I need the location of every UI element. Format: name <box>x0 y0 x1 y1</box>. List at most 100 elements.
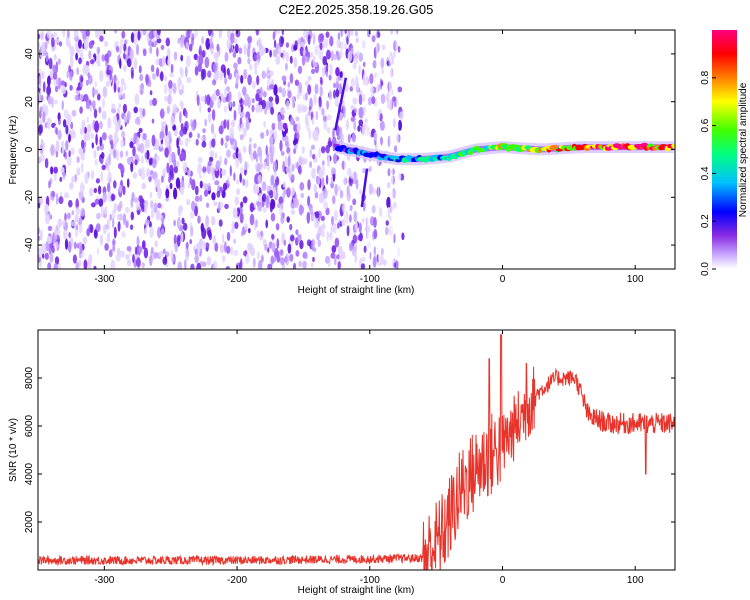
spectrogram-cell <box>147 79 152 88</box>
spectrogram-cell <box>99 70 104 82</box>
spectrogram-cell <box>38 57 41 68</box>
spectrogram-cell <box>358 119 364 127</box>
spectrogram-cell <box>243 68 248 80</box>
spectrogram-cell <box>87 123 92 133</box>
spectrogram-cell <box>234 221 239 229</box>
spectrogram-cell <box>324 255 330 264</box>
spectrogram-cell <box>151 72 157 80</box>
spectrogram-cell <box>79 246 83 255</box>
spectrogram-cell <box>273 84 278 96</box>
spectrogram-cell <box>347 30 351 40</box>
spectrogram-cell <box>59 176 63 182</box>
spectrogram-cell <box>144 138 149 149</box>
spectrogram-cell <box>148 40 153 47</box>
spectrogram-cell <box>189 239 193 245</box>
spectrogram-cell <box>328 137 332 149</box>
spectrogram-cell <box>334 257 337 266</box>
x-tick-label: -300 <box>94 274 114 285</box>
spectrogram-cell <box>170 151 176 164</box>
spectrogram-cell <box>209 150 214 158</box>
spectrogram-cell <box>273 256 277 263</box>
spectrogram-cell <box>243 161 249 171</box>
spectrogram-cell <box>358 94 363 106</box>
spectrogram-cell <box>344 30 347 35</box>
spectrogram-cell <box>305 92 308 101</box>
spectrogram-cell <box>108 153 111 166</box>
spectrogram-cell <box>57 218 62 228</box>
spectrogram-cell <box>333 82 336 89</box>
spectrogram-cell <box>142 108 146 118</box>
spectrogram-cell <box>258 192 262 203</box>
spectrogram-cell <box>46 122 51 130</box>
spectrogram-cell <box>136 257 141 268</box>
spectrogram-cell <box>239 155 243 164</box>
spectrogram-cell <box>162 55 166 66</box>
spectrogram-cell <box>224 203 229 209</box>
spectrogram-cell <box>133 30 138 37</box>
spectrogram-cell <box>249 213 255 226</box>
spectrogram-cell <box>196 94 200 107</box>
spectrogram-cell <box>222 233 225 244</box>
spectrogram-cell <box>180 54 184 62</box>
snr-y-label: SNR (10 * v/v) <box>8 418 19 482</box>
spectrogram-cell <box>285 51 289 62</box>
spectrogram-cell <box>197 133 200 139</box>
spectrogram-cell <box>65 35 70 47</box>
spectrogram-cell <box>362 94 366 103</box>
spectrogram-cell <box>105 81 110 87</box>
spectrogram-cell <box>185 110 188 119</box>
spectrogram-cell <box>168 144 172 156</box>
spectrogram-cell <box>95 223 101 233</box>
spectrogram-cell <box>280 202 284 210</box>
spectrogram-cell <box>75 52 78 61</box>
spectrogram-cell <box>54 85 59 93</box>
spectrogram-cell <box>289 253 294 262</box>
spectrogram-cell <box>40 153 45 162</box>
spectrogram-cell <box>155 209 161 221</box>
spectrogram-cell <box>226 68 230 76</box>
spectrogram-cell <box>139 142 145 154</box>
spectrogram-cell <box>132 146 136 157</box>
spectrogram-cell <box>161 175 164 183</box>
spectrogram-cell <box>294 79 300 86</box>
spectrogram-cell <box>314 45 319 56</box>
colorbar-tick-label: 0.2 <box>700 214 711 228</box>
spectrogram-cell <box>149 46 153 54</box>
spectrogram-cell <box>297 43 301 50</box>
spectrogram-cell <box>118 163 123 170</box>
spectrogram-cell <box>245 253 250 264</box>
spectrogram-cell <box>224 142 228 149</box>
spectrogram-cell <box>323 201 328 210</box>
spectrogram-cell <box>113 149 117 159</box>
spectrogram-cell <box>169 182 173 190</box>
spectrogram-cell <box>223 105 228 113</box>
spectrogram-cell <box>79 182 85 193</box>
spectrogram-cell <box>239 134 244 141</box>
spectrogram-cell <box>55 241 59 250</box>
spectrogram-cell <box>121 231 126 238</box>
spectrogram-cell <box>61 219 66 227</box>
spectrogram-cell <box>280 52 284 58</box>
spectrogram-cell <box>170 115 175 126</box>
spectrogram-cell <box>80 30 85 34</box>
spectrogram-cell <box>76 156 80 164</box>
spectrogram-cell <box>84 126 87 134</box>
spectrogram-cell <box>172 103 178 115</box>
spectrogram-cell <box>326 157 330 168</box>
spectrogram-cell <box>120 78 125 86</box>
spectrogram-cell <box>346 119 349 131</box>
colorbar-tick-label: 0.4 <box>700 166 711 180</box>
spectrogram-cell <box>115 45 120 53</box>
spectrogram-cell <box>212 235 217 245</box>
spectrogram-cell <box>321 227 325 238</box>
spectrogram-cell <box>45 213 50 225</box>
spectrogram-cell <box>216 190 221 198</box>
spectrogram-cell <box>65 124 69 135</box>
spectrogram-cell <box>80 152 85 161</box>
spectrogram-cell <box>55 225 59 232</box>
spectrogram-cell <box>186 30 191 39</box>
spectrogram-cell <box>172 82 177 94</box>
spectrogram-cell <box>38 247 43 258</box>
spectrogram-cell <box>272 160 278 173</box>
spectrogram-cell <box>75 90 80 96</box>
